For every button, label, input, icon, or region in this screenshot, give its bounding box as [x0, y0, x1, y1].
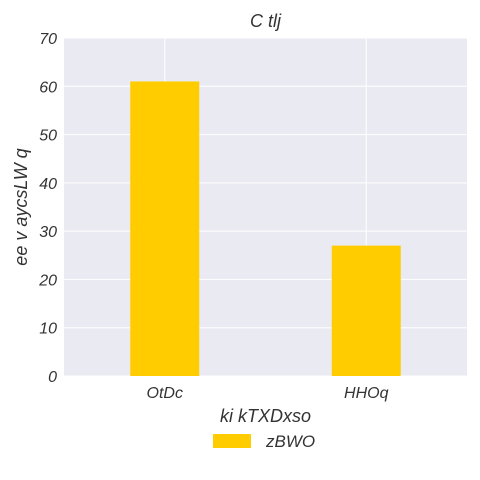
- legend-label: zBWO: [265, 432, 315, 451]
- y-axis-title: ee v aycsLW q: [11, 148, 31, 265]
- bars: [130, 81, 401, 376]
- bar-otdc: [130, 81, 200, 376]
- x-tick-label: HHOq: [344, 385, 389, 402]
- y-tick-label: 0: [48, 369, 57, 386]
- bar-hhoq: [331, 245, 401, 376]
- legend: zBWO: [213, 432, 315, 451]
- y-tick-label: 60: [39, 79, 57, 96]
- plot-background: [64, 38, 467, 376]
- y-tick-label: 70: [39, 31, 57, 48]
- y-tick-label: 50: [39, 128, 57, 145]
- legend-swatch: [213, 434, 251, 448]
- y-tick-label: 20: [38, 272, 57, 289]
- y-tick-labels: 0 10 20 30 40 50 60 70: [38, 31, 57, 386]
- y-tick-label: 40: [39, 176, 57, 193]
- x-tick-label: OtDc: [147, 385, 183, 402]
- y-tick-label: 30: [39, 224, 57, 241]
- y-tick-label: 10: [39, 321, 57, 338]
- chart-title: C tlj: [250, 11, 282, 31]
- x-tick-labels: OtDc HHOq: [147, 385, 389, 402]
- x-axis-title: ki kTXDxso: [220, 406, 311, 426]
